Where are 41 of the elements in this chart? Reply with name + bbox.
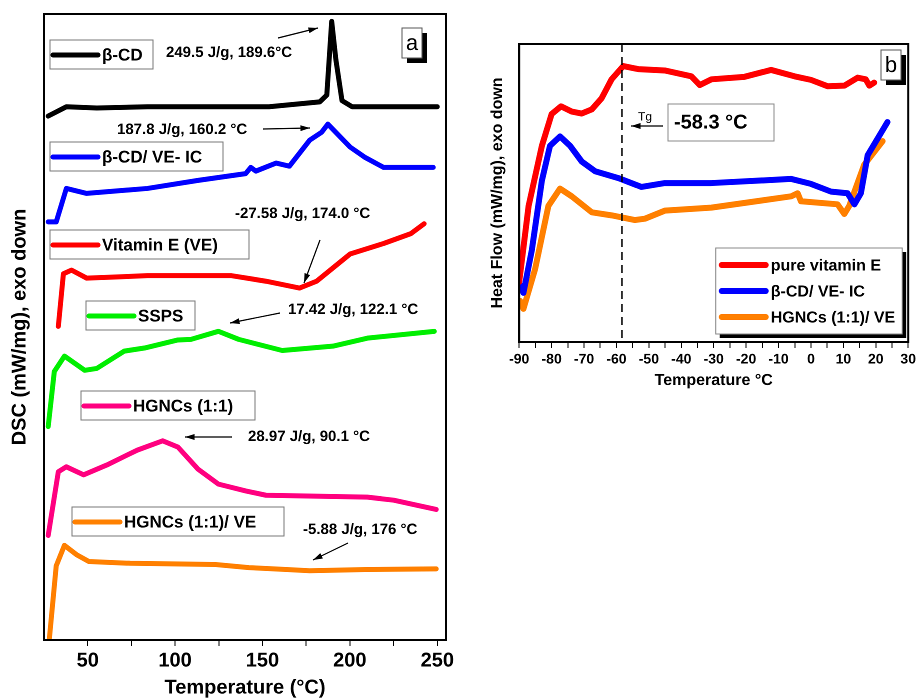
legend-label: pure vitamin E <box>770 257 882 274</box>
x-tick-label: 30 <box>900 350 916 366</box>
legend-label: β-CD <box>102 46 143 65</box>
x-tick-label: -80 <box>542 350 562 366</box>
annotation: 17.42 J/g, 122.1 °C <box>288 301 418 318</box>
x-tick-label: -90 <box>509 350 530 366</box>
legend-label: β-CD/ VE- IC <box>770 283 866 300</box>
annotation: 28.97 J/g, 90.1 °C <box>248 428 370 446</box>
x-tick-label: -50 <box>638 350 660 366</box>
annotation: Tg <box>638 109 652 124</box>
x-axis-title: Temperature °C <box>654 372 774 389</box>
annotation: b <box>884 52 898 78</box>
annotation: -58.3 °C <box>674 112 748 134</box>
legend-label: HGNCs (1:1)/ VE <box>770 309 896 326</box>
legend-label: HGNCs (1:1) <box>133 396 234 416</box>
x-tick-label: 200 <box>333 650 367 672</box>
x-tick-label: -40 <box>671 350 692 366</box>
y-axis-title: DSC (mW/mg), exo down <box>8 208 31 446</box>
x-tick-label: 0 <box>807 350 816 366</box>
x-tick-label: 20 <box>868 350 884 366</box>
x-tick-label: 100 <box>158 650 192 672</box>
annotation: 187.8 J/g, 160.2 °C <box>117 121 248 138</box>
annotation: -5.88 J/g, 176 °C <box>303 521 418 538</box>
x-tick-label: -60 <box>606 350 627 366</box>
legend-label: SSPS <box>138 306 184 326</box>
annotation: a <box>406 30 419 56</box>
x-tick-label: -10 <box>768 350 789 366</box>
x-tick-label: 150 <box>246 650 280 672</box>
x-tick-label: -30 <box>704 350 724 366</box>
x-tick-label: -70 <box>574 350 594 366</box>
x-tick-label: 50 <box>76 650 99 672</box>
legend-label: Vitamin E (VE) <box>102 236 218 255</box>
x-tick-label: 10 <box>836 350 852 366</box>
y-axis-title: Heat Flow (mW/mg), exo down <box>489 77 506 309</box>
x-tick-label: 250 <box>420 650 454 672</box>
x-tick-label: -20 <box>736 350 756 366</box>
legend-label: HGNCs (1:1)/ VE <box>124 512 256 532</box>
annotation: -27.58 J/g, 174.0 °C <box>235 205 370 222</box>
x-axis-title: Temperature (°C) <box>164 676 326 699</box>
annotation: 249.5 J/g, 189.6°C <box>166 44 292 62</box>
legend-label: β-CD/ VE- IC <box>102 148 202 167</box>
